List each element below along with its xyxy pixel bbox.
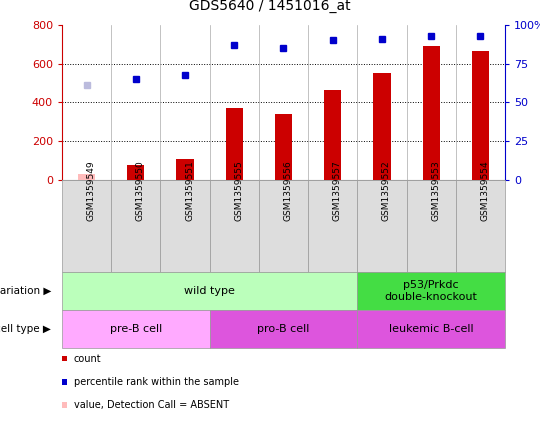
Text: wild type: wild type (184, 286, 235, 296)
Text: percentile rank within the sample: percentile rank within the sample (74, 377, 239, 387)
Text: GSM1359549: GSM1359549 (86, 161, 96, 221)
Text: GDS5640 / 1451016_at: GDS5640 / 1451016_at (189, 0, 351, 13)
Bar (423, 46, 440, 180)
Text: count: count (74, 354, 102, 364)
Bar (373, 74, 390, 180)
Bar (324, 91, 341, 180)
Text: GSM1359554: GSM1359554 (481, 161, 489, 221)
Text: GSM1359557: GSM1359557 (333, 161, 342, 221)
Bar (177, 159, 194, 180)
Text: leukemic B-cell: leukemic B-cell (389, 324, 474, 334)
Bar (127, 165, 144, 180)
Text: GSM1359555: GSM1359555 (234, 161, 244, 221)
Text: p53/Prkdc
double-knockout: p53/Prkdc double-knockout (384, 280, 477, 302)
Bar (275, 114, 292, 180)
Bar (78, 174, 95, 180)
Text: genotype/variation ▶: genotype/variation ▶ (0, 286, 51, 296)
Bar (472, 51, 489, 180)
Text: GSM1359556: GSM1359556 (284, 161, 293, 221)
Text: GSM1359551: GSM1359551 (185, 161, 194, 221)
Text: GSM1359550: GSM1359550 (136, 161, 145, 221)
Text: cell type ▶: cell type ▶ (0, 324, 51, 334)
Text: pre-B cell: pre-B cell (110, 324, 162, 334)
Text: GSM1359553: GSM1359553 (431, 161, 440, 221)
Bar (226, 108, 243, 180)
Text: pro-B cell: pro-B cell (258, 324, 309, 334)
Text: GSM1359552: GSM1359552 (382, 161, 391, 221)
Text: value, Detection Call = ABSENT: value, Detection Call = ABSENT (74, 400, 229, 410)
